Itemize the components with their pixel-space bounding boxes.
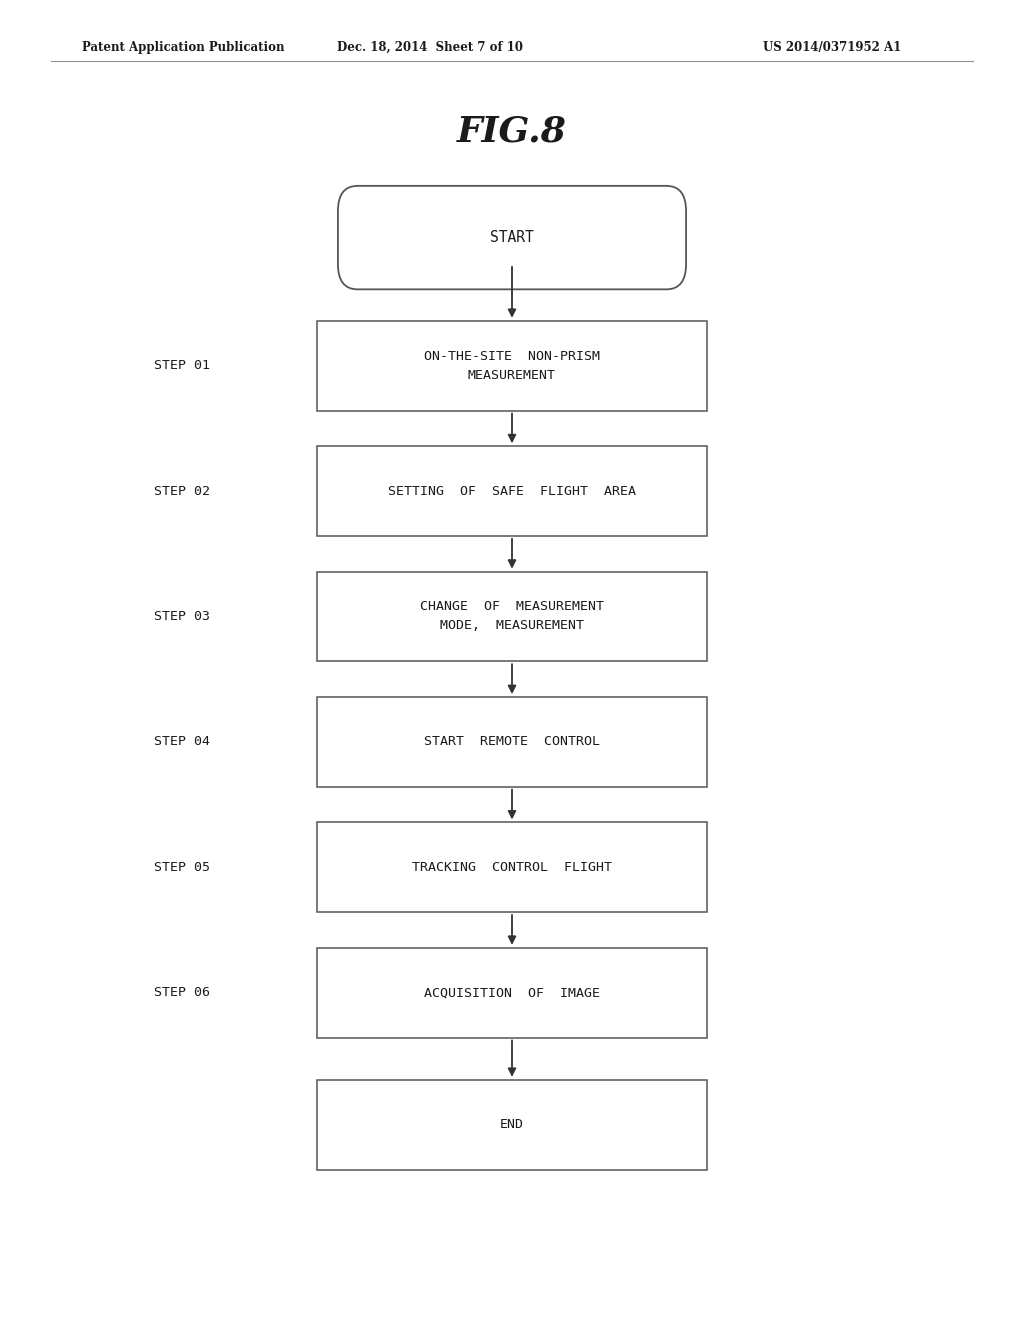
Text: STEP 03: STEP 03 xyxy=(154,610,210,623)
Bar xyxy=(317,948,707,1038)
Bar xyxy=(317,822,707,912)
Bar xyxy=(317,572,707,661)
Text: START: START xyxy=(490,230,534,246)
Text: TRACKING  CONTROL  FLIGHT: TRACKING CONTROL FLIGHT xyxy=(412,861,612,874)
Bar xyxy=(317,1080,707,1170)
Text: SETTING  OF  SAFE  FLIGHT  AREA: SETTING OF SAFE FLIGHT AREA xyxy=(388,484,636,498)
Text: END: END xyxy=(500,1118,524,1131)
Text: START  REMOTE  CONTROL: START REMOTE CONTROL xyxy=(424,735,600,748)
Text: FIG.8: FIG.8 xyxy=(457,115,567,149)
Text: Dec. 18, 2014  Sheet 7 of 10: Dec. 18, 2014 Sheet 7 of 10 xyxy=(337,41,523,54)
Bar xyxy=(317,321,707,411)
Text: ACQUISITION  OF  IMAGE: ACQUISITION OF IMAGE xyxy=(424,986,600,999)
Text: STEP 04: STEP 04 xyxy=(154,735,210,748)
Bar xyxy=(317,697,707,787)
Text: STEP 01: STEP 01 xyxy=(154,359,210,372)
Text: Patent Application Publication: Patent Application Publication xyxy=(82,41,285,54)
Text: CHANGE  OF  MEASUREMENT
MODE,  MEASUREMENT: CHANGE OF MEASUREMENT MODE, MEASUREMENT xyxy=(420,601,604,632)
Text: ON-THE-SITE  NON-PRISM
MEASUREMENT: ON-THE-SITE NON-PRISM MEASUREMENT xyxy=(424,350,600,381)
Bar xyxy=(317,446,707,536)
Text: US 2014/0371952 A1: US 2014/0371952 A1 xyxy=(763,41,901,54)
Text: STEP 02: STEP 02 xyxy=(154,484,210,498)
Text: STEP 05: STEP 05 xyxy=(154,861,210,874)
Text: STEP 06: STEP 06 xyxy=(154,986,210,999)
FancyBboxPatch shape xyxy=(338,186,686,289)
